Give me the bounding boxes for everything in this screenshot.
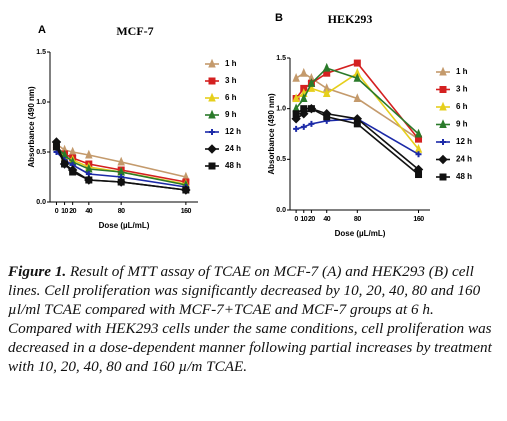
marker (61, 160, 69, 168)
marker (353, 120, 361, 128)
marker (322, 62, 331, 72)
marker (117, 178, 125, 186)
y-tick-label: 0.5 (36, 149, 46, 156)
marker (307, 105, 315, 113)
chart-panel: B HEK293 0.0 0.5 1.0 1.5 0 10 20 40 80 160 Dose (µL/… (267, 12, 472, 238)
marker (69, 168, 77, 176)
marker (353, 59, 361, 67)
x-tick-label: 0 (55, 208, 59, 215)
x-tick-label: 40 (85, 208, 92, 215)
marker (300, 105, 308, 113)
legend-label: 12 h (456, 137, 472, 146)
panel-letter: B (275, 12, 283, 24)
legend-label: 6 h (225, 93, 237, 102)
marker (415, 171, 423, 179)
legend-label: 1 h (456, 67, 468, 76)
x-tick-label: 160 (413, 216, 424, 223)
marker (85, 176, 93, 184)
marker (353, 72, 362, 82)
x-tick-label: 80 (118, 208, 125, 215)
marker (300, 93, 308, 103)
x-tick-label: 20 (69, 208, 76, 215)
legend-marker (208, 162, 216, 170)
legend-marker (439, 173, 447, 181)
marker (353, 93, 362, 103)
marker (415, 151, 422, 158)
legend-label: 48 h (225, 161, 241, 170)
marker (293, 125, 300, 132)
marker (292, 93, 300, 103)
y-tick-label: 1.0 (36, 99, 46, 106)
marker (117, 156, 125, 166)
y-axis-label: Absorbance (490 nm) (267, 93, 276, 175)
marker (292, 72, 300, 82)
y-axis-label: Absorbance (490 nm) (27, 86, 36, 168)
y-tick-label: 0.5 (276, 156, 286, 163)
legend-label: 12 h (225, 127, 241, 136)
y-tick-label: 1.5 (36, 49, 46, 56)
legend-label: 1 h (225, 59, 237, 68)
panel-letter: A (38, 24, 46, 36)
legend-label: 24 h (225, 144, 241, 153)
x-axis-label: Dose (µL/mL) (99, 221, 150, 230)
legend-marker (439, 66, 447, 76)
marker (182, 186, 190, 194)
legend-label: 24 h (456, 155, 472, 164)
legend-marker (208, 77, 216, 85)
legend-marker (208, 92, 216, 102)
marker (300, 67, 308, 77)
marker (308, 120, 315, 127)
chart-title: MCF-7 (116, 24, 153, 38)
legend-marker (209, 129, 215, 135)
marker (323, 113, 331, 121)
chart-title: HEK293 (328, 12, 373, 26)
y-tick-label: 0.0 (276, 207, 286, 214)
legend-label: 6 h (456, 102, 468, 111)
legend-marker (439, 101, 447, 111)
caption: Figure 1. Result of MTT assay of TCAE on… (8, 262, 500, 376)
legend-label: 9 h (456, 120, 468, 129)
marker (307, 78, 316, 87)
legend-marker (208, 109, 216, 119)
y-tick-label: 0.0 (36, 199, 46, 206)
y-tick-label: 1.5 (276, 55, 286, 62)
x-tick-label: 80 (354, 216, 361, 223)
legend-marker (208, 58, 216, 68)
x-tick-label: 10 (61, 208, 68, 215)
x-tick-label: 40 (323, 216, 330, 223)
x-tick-label: 10 (300, 216, 307, 223)
marker (292, 110, 300, 118)
legend-marker (439, 86, 447, 93)
legend-marker (439, 119, 447, 128)
y-tick-label: 1.0 (276, 106, 286, 113)
marker (414, 128, 423, 138)
caption-label: Figure 1. (8, 263, 67, 280)
x-tick-label: 20 (308, 216, 315, 223)
legend-marker (440, 139, 446, 145)
caption-text: Result of MTT assay of TCAE on MCF-7 (A)… (8, 263, 492, 375)
marker (52, 143, 60, 151)
legend-marker (438, 154, 448, 165)
legend-label: 48 h (456, 172, 472, 181)
legend-label: 3 h (456, 85, 468, 94)
legend-marker (207, 144, 217, 154)
chart-panel: A MCF-7 0.0 0.5 1.0 1.5 0 10 20 40 80 160 Dose (µL/m… (27, 24, 241, 230)
x-tick-label: 160 (181, 208, 192, 215)
legend-label: 9 h (225, 110, 237, 119)
x-axis-label: Dose (µL/mL) (335, 229, 386, 238)
legend-label: 3 h (225, 76, 237, 85)
marker (322, 88, 331, 97)
x-tick-label: 0 (294, 216, 298, 223)
marker (300, 123, 307, 130)
marker (85, 149, 93, 159)
